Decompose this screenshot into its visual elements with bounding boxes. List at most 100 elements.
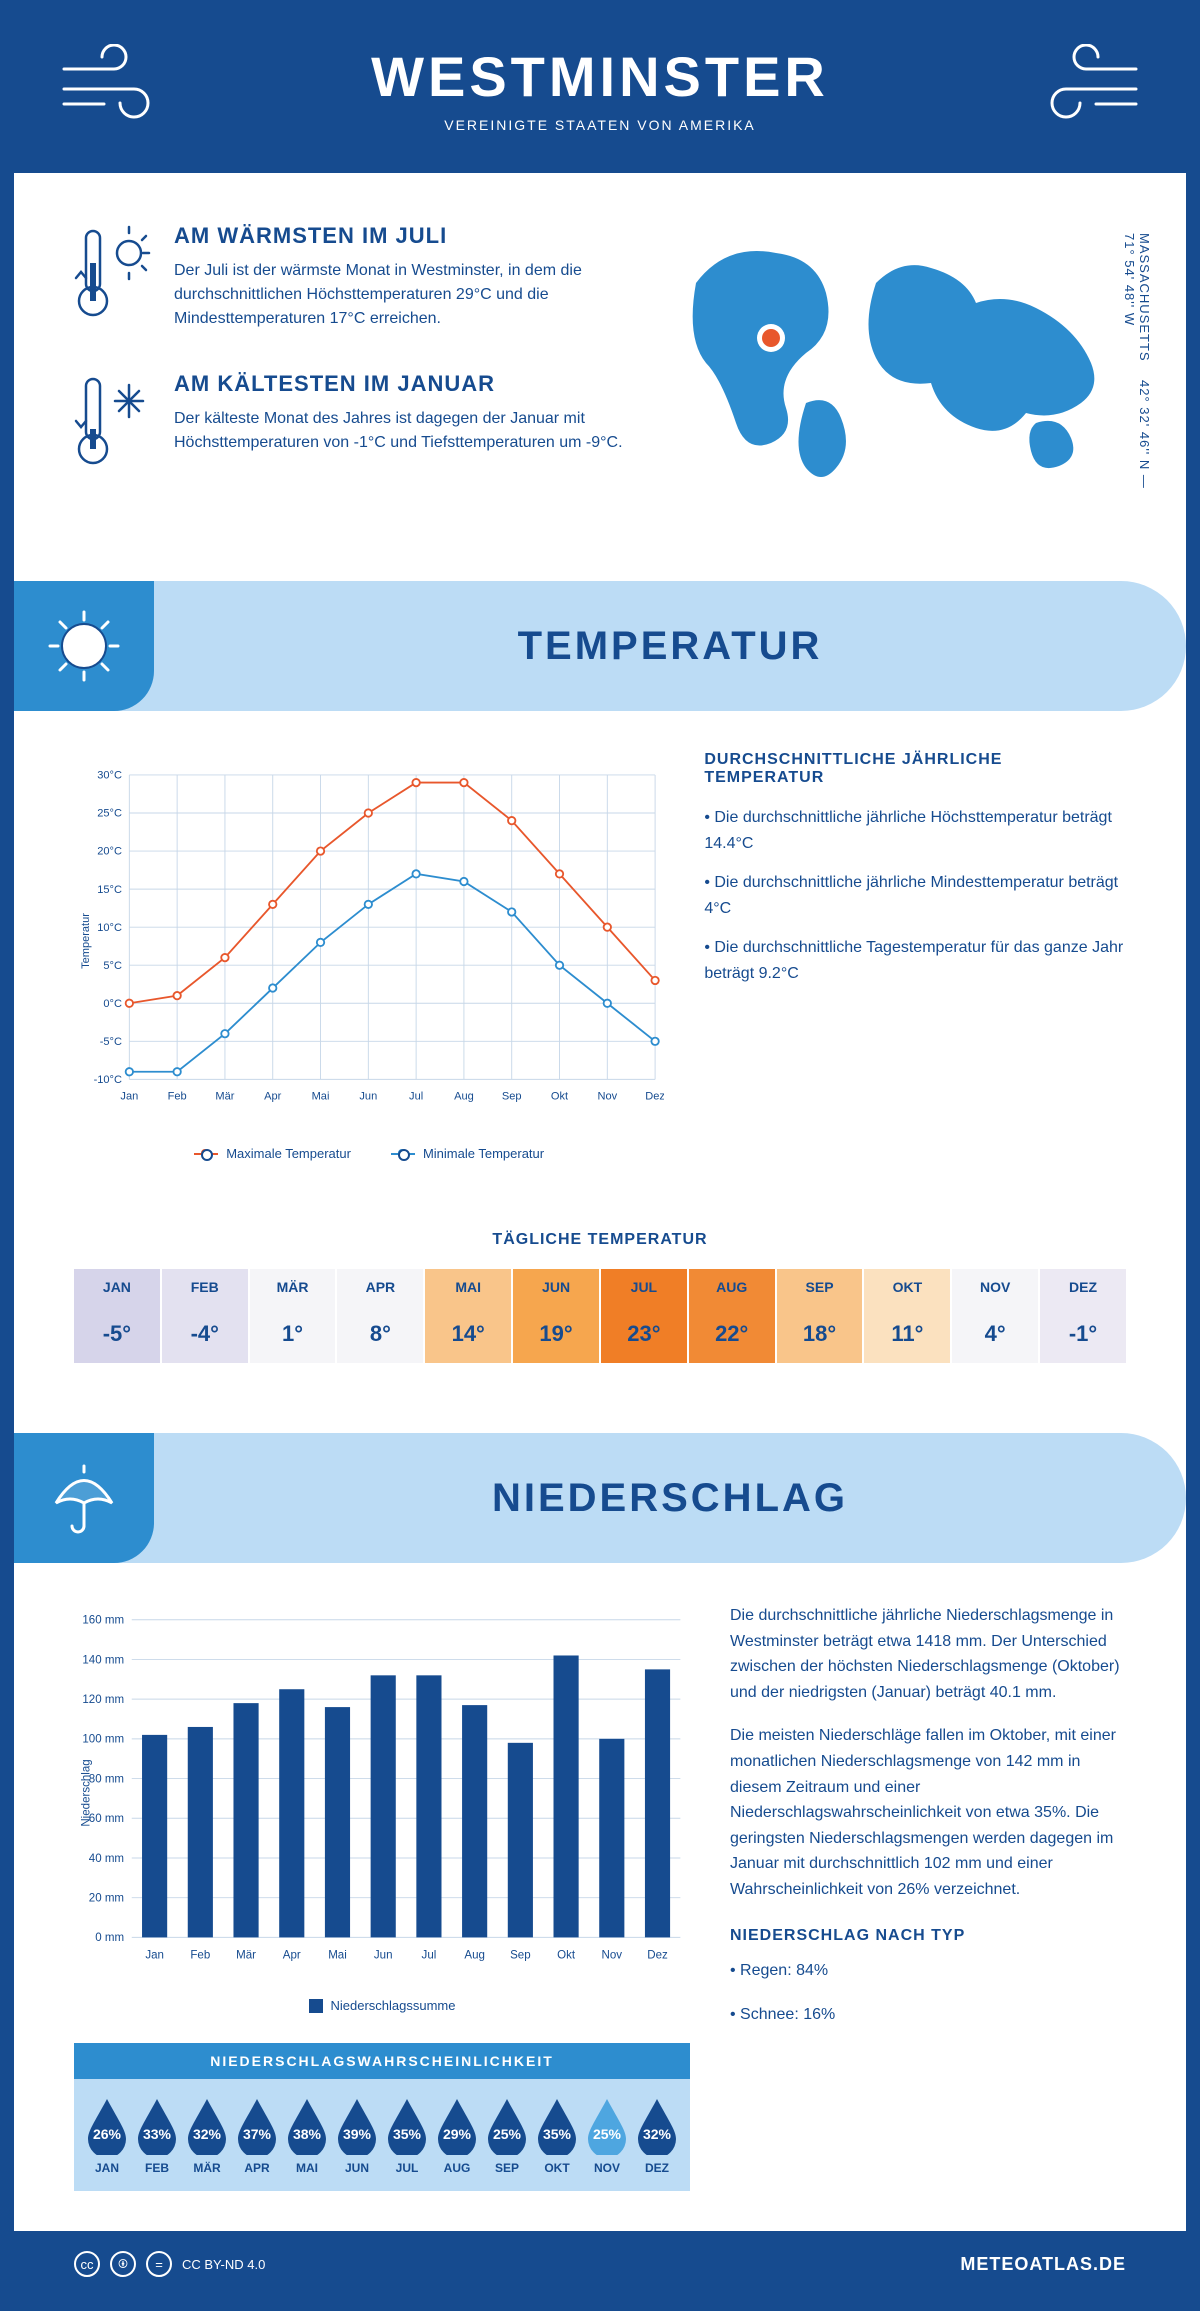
svg-text:20 mm: 20 mm xyxy=(89,1893,124,1905)
svg-text:Mär: Mär xyxy=(236,1950,256,1962)
svg-text:Jul: Jul xyxy=(409,1091,423,1103)
probability-cell: 35%JUL xyxy=(382,2095,432,2175)
daily-cell: FEB-4° xyxy=(162,1269,250,1363)
daily-value: -5° xyxy=(74,1305,160,1363)
raindrop-icon: 32% xyxy=(182,2095,232,2155)
svg-text:Aug: Aug xyxy=(454,1091,474,1103)
page: WESTMINSTER VEREINIGTE STAATEN VON AMERI… xyxy=(0,0,1200,2311)
daily-cell: SEP18° xyxy=(777,1269,865,1363)
raindrop-icon: 26% xyxy=(82,2095,132,2155)
thermometer-hot-icon xyxy=(74,223,154,323)
probability-cell: 39% JUN xyxy=(332,2095,382,2175)
svg-text:Jun: Jun xyxy=(359,1091,377,1103)
fact-warmest-text: Der Juli ist der wärmste Monat in Westmi… xyxy=(174,259,626,331)
svg-text:Dez: Dez xyxy=(645,1091,664,1103)
svg-text:Jan: Jan xyxy=(120,1091,138,1103)
section-title-temperature: TEMPERATUR xyxy=(154,624,1186,669)
probability-box: NIEDERSCHLAGSWAHRSCHEINLICHKEIT 26%JAN33… xyxy=(74,2043,690,2191)
raindrop-icon: 33% xyxy=(132,2095,182,2155)
probability-month: APR xyxy=(232,2161,282,2175)
svg-text:Temperatur: Temperatur xyxy=(80,913,92,969)
raindrop-icon: 39% xyxy=(332,2095,382,2155)
raindrop-icon: 32% xyxy=(632,2095,682,2155)
probability-cell: 33%FEB xyxy=(132,2095,182,2175)
probability-month: JUN xyxy=(332,2161,382,2175)
precip-bar-chart: 0 mm20 mm40 mm60 mm80 mm100 mm120 mm140 … xyxy=(74,1603,690,1983)
daily-cell: APR8° xyxy=(337,1269,425,1363)
svg-text:15°C: 15°C xyxy=(97,884,122,896)
raindrop-icon: 35% xyxy=(382,2095,432,2155)
svg-text:Okt: Okt xyxy=(557,1950,576,1962)
daily-temp-grid: JAN-5°FEB-4°MÄR1°APR8°MAI14°JUN19°JUL23°… xyxy=(14,1269,1186,1413)
daily-month: NOV xyxy=(952,1269,1038,1305)
annual-bullet-1: • Die durchschnittliche jährliche Höchst… xyxy=(704,805,1126,856)
daily-cell: JUN19° xyxy=(513,1269,601,1363)
daily-value: 23° xyxy=(601,1305,687,1363)
daily-month: JUL xyxy=(601,1269,687,1305)
svg-text:20°C: 20°C xyxy=(97,846,122,858)
cc-icon: cc xyxy=(74,2251,100,2277)
raindrop-icon: 38% xyxy=(282,2095,332,2155)
svg-text:Sep: Sep xyxy=(510,1950,531,1962)
svg-text:60 mm: 60 mm xyxy=(89,1813,124,1825)
svg-text:120 mm: 120 mm xyxy=(82,1694,124,1706)
header: WESTMINSTER VEREINIGTE STAATEN VON AMERI… xyxy=(14,14,1186,173)
probability-grid: 26%JAN33%FEB32%MÄR37%APR38%MAI39%JUN35%J… xyxy=(74,2079,690,2191)
raindrop-icon: 29% xyxy=(432,2095,482,2155)
precip-body: 0 mm20 mm40 mm60 mm80 mm100 mm120 mm140 … xyxy=(14,1603,1186,2231)
probability-month: AUG xyxy=(432,2161,482,2175)
temperature-chart-wrap: -10°C-5°C0°C5°C10°C15°C20°C25°C30°CJanFe… xyxy=(74,751,664,1161)
svg-text:100 mm: 100 mm xyxy=(82,1734,124,1746)
daily-value: 8° xyxy=(337,1305,423,1363)
svg-text:Apr: Apr xyxy=(283,1950,301,1962)
precip-legend: Niederschlagssumme xyxy=(74,1998,690,2013)
raindrop-icon: 35% xyxy=(532,2095,582,2155)
daily-month: APR xyxy=(337,1269,423,1305)
fact-coldest-text: Der kälteste Monat des Jahres ist dagege… xyxy=(174,407,626,455)
probability-month: SEP xyxy=(482,2161,532,2175)
raindrop-icon: 25% xyxy=(482,2095,532,2155)
legend-item: Minimale Temperatur xyxy=(391,1146,544,1161)
footer-brand: METEOATLAS.DE xyxy=(960,2254,1126,2275)
daily-month: JAN xyxy=(74,1269,160,1305)
daily-cell: MÄR1° xyxy=(250,1269,338,1363)
svg-text:Mär: Mär xyxy=(215,1091,234,1103)
coordinates-text: MASSACHUSETTS 42° 32' 46'' N — 71° 54' 4… xyxy=(1122,233,1152,511)
daily-month: AUG xyxy=(689,1269,775,1305)
daily-month: DEZ xyxy=(1040,1269,1126,1305)
precip-paragraph-1: Die durchschnittliche jährliche Niedersc… xyxy=(730,1603,1126,1705)
legend-item: Maximale Temperatur xyxy=(194,1146,351,1161)
daily-value: 18° xyxy=(777,1305,863,1363)
precip-by-type-title: NIEDERSCHLAG NACH TYP xyxy=(730,1923,1126,1949)
probability-month: JAN xyxy=(82,2161,132,2175)
probability-month: MAI xyxy=(282,2161,332,2175)
svg-text:Sep: Sep xyxy=(502,1091,522,1103)
by-icon: 🅯 xyxy=(110,2251,136,2277)
svg-text:Feb: Feb xyxy=(190,1950,210,1962)
map-column: MASSACHUSETTS 42° 32' 46'' N — 71° 54' 4… xyxy=(666,223,1126,511)
intro-section: AM WÄRMSTEN IM JULI Der Juli ist der wär… xyxy=(14,173,1186,561)
precip-legend-label: Niederschlagssumme xyxy=(331,1998,456,2013)
banner-tab xyxy=(14,1433,154,1563)
footer: cc 🅯 = CC BY-ND 4.0 METEOATLAS.DE xyxy=(14,2231,1186,2297)
legend-swatch xyxy=(309,1999,323,2013)
svg-text:40 mm: 40 mm xyxy=(89,1853,124,1865)
daily-temp-title: TÄGLICHE TEMPERATUR xyxy=(14,1231,1186,1249)
section-banner-temperature: TEMPERATUR xyxy=(14,581,1186,711)
daily-value: 1° xyxy=(250,1305,336,1363)
probability-cell: 38% MAI xyxy=(282,2095,332,2175)
fact-warmest: AM WÄRMSTEN IM JULI Der Juli ist der wär… xyxy=(74,223,626,331)
page-title: WESTMINSTER xyxy=(34,44,1166,109)
page-subtitle: VEREINIGTE STAATEN VON AMERIKA xyxy=(34,117,1166,133)
annual-bullet-2: • Die durchschnittliche jährliche Mindes… xyxy=(704,870,1126,921)
daily-month: FEB xyxy=(162,1269,248,1305)
precip-rain: • Regen: 84% xyxy=(730,1958,1126,1984)
daily-cell: MAI14° xyxy=(425,1269,513,1363)
probability-cell: 35%OKT xyxy=(532,2095,582,2175)
probability-cell: 37% APR xyxy=(232,2095,282,2175)
probability-cell: 25% SEP xyxy=(482,2095,532,2175)
daily-value: -1° xyxy=(1040,1305,1126,1363)
svg-text:5°C: 5°C xyxy=(103,960,122,972)
raindrop-icon: 37% xyxy=(232,2095,282,2155)
wind-icon xyxy=(1026,44,1146,124)
